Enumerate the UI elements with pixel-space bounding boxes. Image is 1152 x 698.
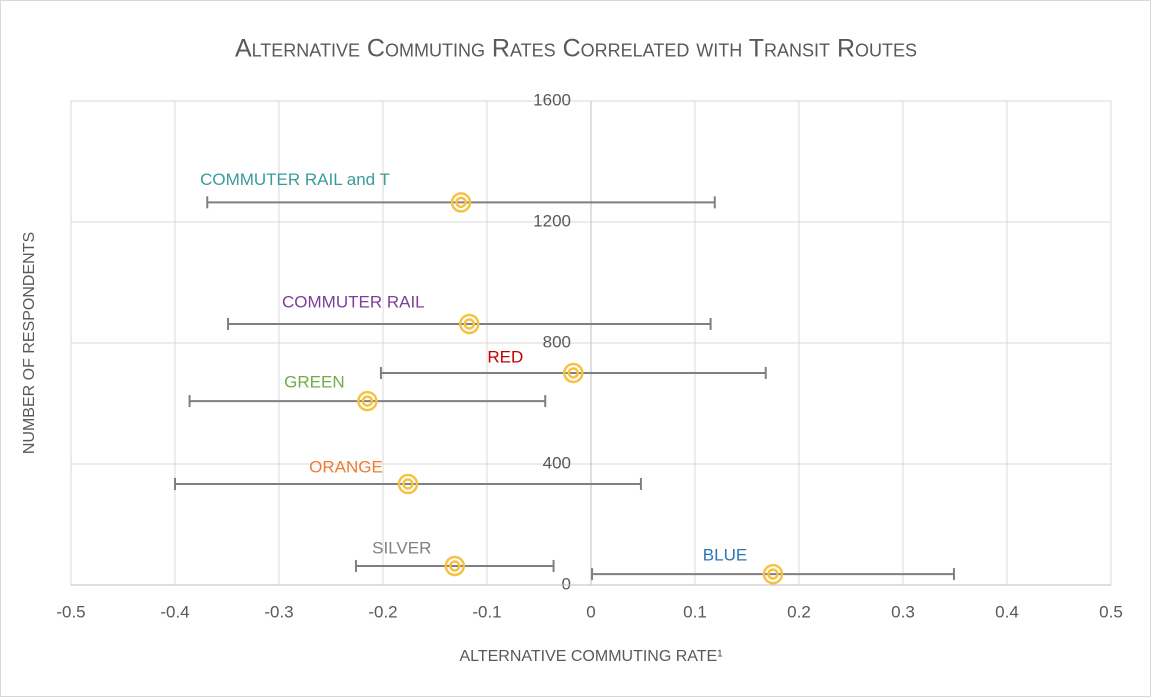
point-inner — [463, 318, 476, 330]
series-label: COMMUTER RAIL — [282, 292, 425, 311]
y-axis-label: NUMBER OF RESPONDENTS — [21, 232, 38, 454]
y-tick-label: 800 — [543, 332, 571, 351]
y-tick-label: 1600 — [533, 90, 571, 109]
chart-title: Alternative Commuting Rates Correlated w… — [235, 35, 917, 63]
point — [444, 555, 466, 577]
point — [762, 563, 784, 585]
point-inner — [767, 568, 779, 580]
point — [459, 313, 480, 335]
x-tick-label: -0.3 — [264, 602, 293, 621]
point — [397, 473, 419, 495]
point — [563, 362, 584, 384]
x-tick-label: 0 — [586, 602, 595, 621]
series-label: COMMUTER RAIL and T — [200, 170, 390, 189]
y-tick-label: 1200 — [533, 211, 571, 230]
series-label: BLUE — [703, 546, 747, 565]
point-inner — [361, 395, 374, 407]
x-tick-label: 0.3 — [891, 602, 915, 621]
series-label: SILVER — [372, 538, 431, 557]
x-tick-label: 0.2 — [787, 602, 811, 621]
series-label: ORANGE — [309, 457, 383, 476]
point-inner — [402, 478, 414, 490]
x-tick-label: 0.1 — [683, 602, 707, 621]
x-tick-label: 0.5 — [1099, 602, 1123, 621]
y-tick-label: 400 — [543, 453, 571, 472]
series-label: RED — [487, 347, 523, 366]
x-tick-label: -0.1 — [472, 602, 501, 621]
point — [357, 390, 378, 412]
point — [450, 192, 472, 213]
x-tick-label: -0.2 — [368, 602, 397, 621]
series-label: GREEN — [284, 373, 344, 392]
y-tick-label: 0 — [562, 574, 571, 593]
x-tick-label: -0.5 — [56, 602, 85, 621]
point-inner — [449, 560, 461, 572]
x-axis-label: ALTERNATIVE COMMUTING RATE¹ — [459, 648, 722, 665]
x-tick-label: -0.4 — [160, 602, 189, 621]
point-inner — [455, 196, 467, 209]
x-tick-label: 0.4 — [995, 602, 1019, 621]
point-inner — [567, 367, 580, 379]
